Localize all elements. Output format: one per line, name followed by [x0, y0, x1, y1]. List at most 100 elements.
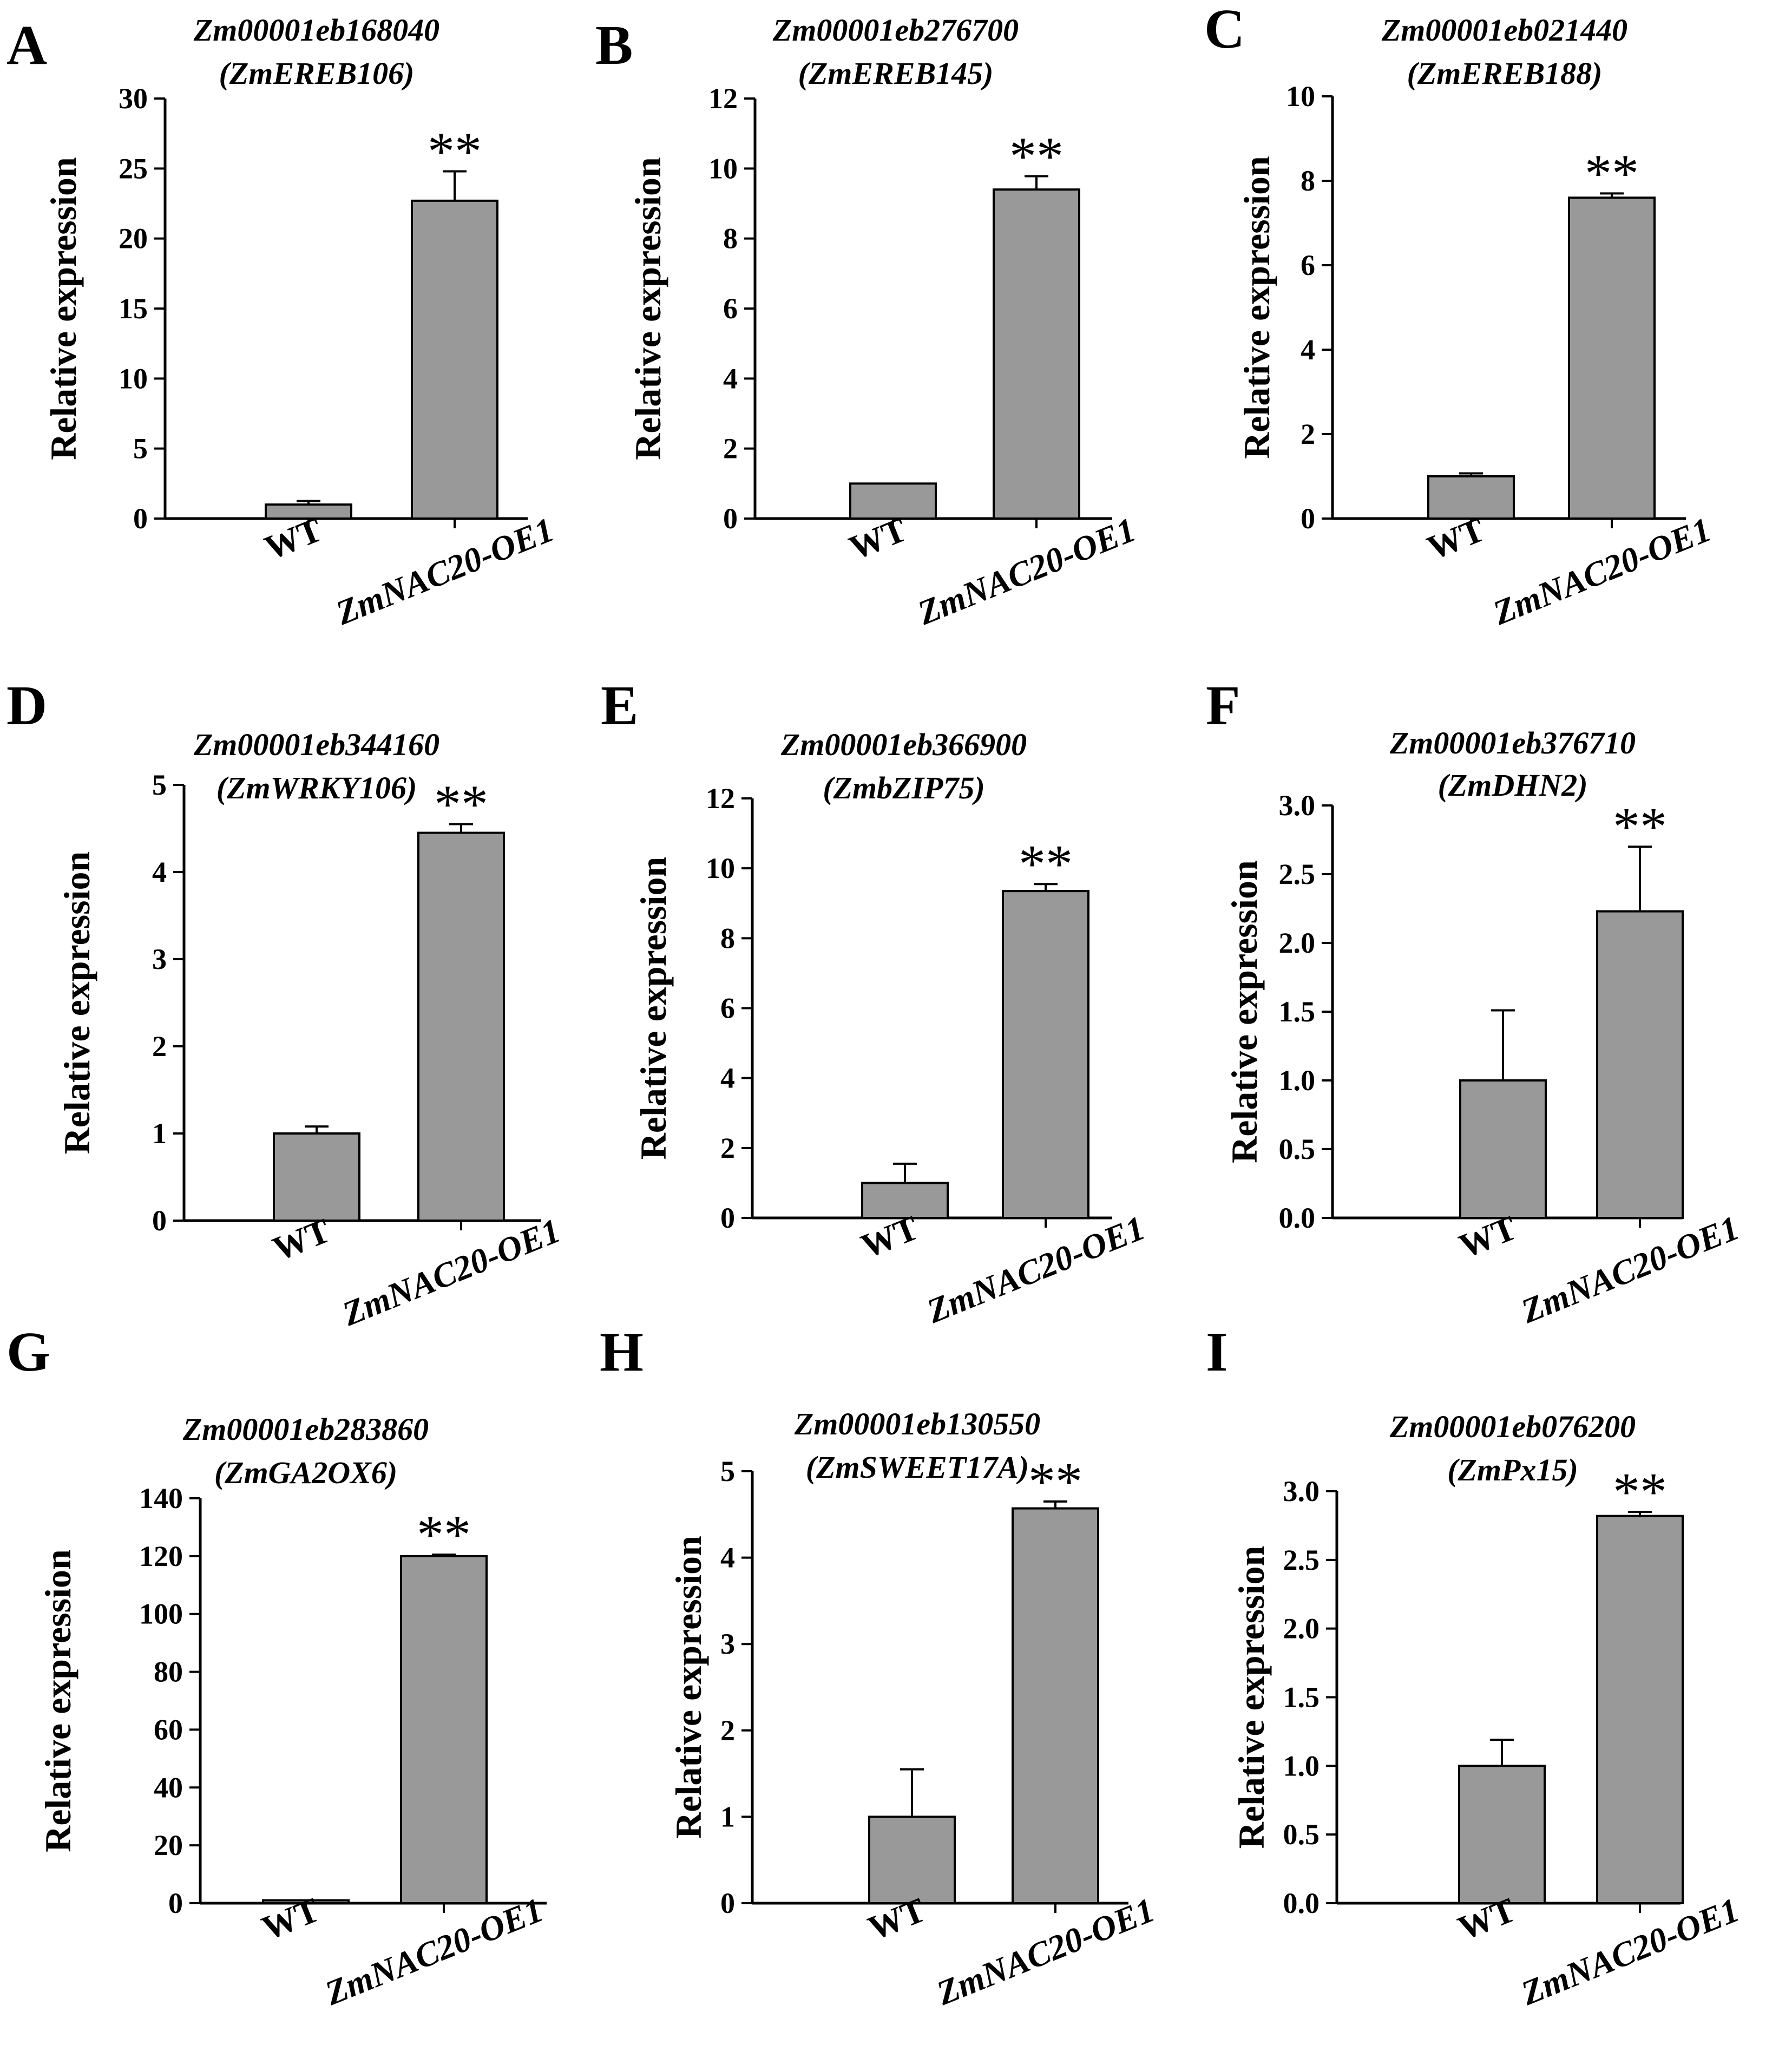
y-tick-label: 3.0 — [1283, 1475, 1320, 1508]
panel-letter-g: G — [6, 1321, 50, 1383]
significance-mark: ** — [1009, 126, 1064, 186]
y-axis-title: Relative expression — [633, 857, 674, 1160]
y-tick-label: 4 — [1301, 333, 1315, 366]
significance-mark: ** — [434, 774, 488, 834]
chart-subtitle: (ZmDHN2) — [1437, 768, 1587, 803]
y-tick-label: 5 — [720, 1455, 735, 1487]
bar-oe1 — [1596, 1515, 1684, 1904]
y-tick-label: 1 — [152, 1117, 167, 1150]
y-tick-label: 2 — [723, 432, 738, 465]
panel-i: I Zm00001eb076200 (ZmPx15) 0.0 0.5 1.0 1.5 2.0 2… — [1206, 1321, 1744, 2013]
y-tick-label: 60 — [154, 1713, 183, 1746]
y-tick-label: 0 — [720, 1887, 735, 1919]
y-tick-label: 20 — [154, 1829, 183, 1862]
panel-letter-a: A — [6, 14, 47, 76]
chart-title: Zm00001eb283860 — [182, 1412, 429, 1447]
chart-title: Zm00001eb276700 — [772, 12, 1019, 48]
y-tick-label: 10 — [119, 362, 148, 395]
y-tick-label: 20 — [119, 222, 148, 255]
y-tick-label: 2.0 — [1283, 1613, 1320, 1645]
y-tick-label: 10 — [1286, 80, 1315, 113]
y-tick-label: 8 — [723, 222, 738, 255]
y-tick-label: 3 — [720, 1628, 735, 1660]
y-tick-label: 100 — [139, 1598, 183, 1630]
y-tick-label: 5 — [152, 769, 167, 801]
panel-letter-i: I — [1206, 1321, 1228, 1383]
y-axis-title: Relative expression — [37, 1549, 78, 1852]
bar-oe1 — [1002, 890, 1089, 1220]
chart-subtitle: (ZmWRKY106) — [216, 770, 417, 805]
chart-title: Zm00001eb366900 — [780, 727, 1027, 762]
panel-f: F Zm00001eb376710 (ZmDHN2) 0.0 0.5 1.0 1.5 2.0 2… — [1206, 674, 1744, 1331]
y-tick-label: 0 — [1301, 502, 1315, 535]
y-tick-label: 8 — [1301, 165, 1315, 197]
bar-oe1 — [1596, 910, 1684, 1219]
y-tick-label: 0.0 — [1283, 1887, 1320, 1919]
significance-mark: ** — [1019, 834, 1073, 894]
y-tick-label: 2.5 — [1279, 858, 1316, 890]
y-tick-label: 2.0 — [1279, 927, 1316, 959]
y-tick-label: 40 — [154, 1771, 183, 1804]
x-category-label: WT — [257, 1890, 325, 1948]
y-tick-label: 0 — [168, 1887, 183, 1919]
chart-title: Zm00001eb168040 — [193, 12, 439, 48]
panel-b: B Zm00001eb276700 (ZmEREB145) 0 2 4 6 8 10 12 Rela… — [595, 12, 1141, 632]
y-tick-label: 1 — [720, 1800, 735, 1833]
panel-letter-f: F — [1206, 674, 1240, 737]
y-axis-title: Relative expression — [1236, 156, 1277, 459]
chart-subtitle: (ZmGA2OX6) — [214, 1455, 397, 1490]
x-category-label: ZmNAC20-OE1 — [330, 510, 559, 632]
y-tick-label: 0 — [720, 1202, 735, 1234]
y-tick-label: 2 — [720, 1132, 735, 1164]
significance-mark: ** — [428, 121, 482, 181]
panel-letter-h: H — [600, 1321, 644, 1383]
chart-subtitle: (ZmPx15) — [1447, 1452, 1578, 1487]
significance-mark: ** — [417, 1504, 471, 1564]
panel-g: G Zm00001eb283860 (ZmGA2OX6) 0 20 40 60 80 100 12… — [6, 1321, 548, 2013]
y-tick-label: 12 — [706, 782, 735, 815]
y-axis-title: Relative expression — [56, 851, 97, 1155]
y-tick-label: 10 — [708, 152, 738, 185]
bar-oe1 — [1012, 1507, 1099, 1904]
chart-title: Zm00001eb344160 — [193, 727, 439, 762]
y-tick-label: 0.0 — [1279, 1202, 1316, 1234]
x-category-label: ZmNAC20-OE1 — [337, 1211, 566, 1333]
y-tick-label: 1.5 — [1279, 995, 1316, 1028]
bar-wt — [849, 482, 937, 520]
chart-title: Zm00001eb076200 — [1389, 1409, 1636, 1444]
y-tick-label: 6 — [1301, 249, 1315, 281]
chart-subtitle: (ZmEREB106) — [219, 56, 415, 91]
bar-oe1 — [411, 199, 498, 520]
y-tick-label: 4 — [720, 1542, 735, 1574]
panel-letter-b: B — [595, 14, 633, 76]
y-tick-label: 80 — [154, 1656, 183, 1688]
y-tick-label: 25 — [119, 152, 148, 185]
bar-wt — [1458, 1765, 1546, 1904]
x-category-label: ZmNAC20-OE1 — [1487, 510, 1716, 632]
y-axis-title: Relative expression — [43, 157, 84, 460]
y-tick-label: 30 — [119, 82, 148, 115]
panel-letter-e: E — [601, 674, 638, 737]
bar-wt — [273, 1132, 360, 1222]
panel-h: H Zm00001eb130550 (ZmSWEET17A) 0 1 2 3 4 5 Relati… — [600, 1321, 1160, 2013]
panel-letter-d: D — [6, 674, 47, 737]
y-tick-label: 4 — [152, 856, 167, 888]
y-tick-label: 0 — [152, 1204, 167, 1237]
y-tick-label: 3.0 — [1279, 789, 1316, 822]
y-tick-label: 6 — [720, 992, 735, 1025]
y-tick-label: 1.5 — [1283, 1681, 1320, 1714]
bar-oe1 — [400, 1555, 488, 1905]
y-tick-label: 2.5 — [1283, 1544, 1320, 1576]
bar-wt — [1459, 1079, 1547, 1219]
y-axis-title: Relative expression — [668, 1536, 709, 1839]
y-tick-label: 2 — [720, 1714, 735, 1747]
chart-title: Zm00001eb021440 — [1381, 12, 1627, 48]
y-tick-label: 2 — [1301, 418, 1315, 450]
x-category-label: ZmNAC20-OE1 — [912, 510, 1141, 632]
bar-wt — [1427, 475, 1515, 520]
bar-oe1 — [993, 188, 1080, 520]
y-tick-label: 1.0 — [1279, 1064, 1316, 1097]
y-tick-label: 4 — [720, 1062, 735, 1094]
x-category-label: ZmNAC20-OE1 — [931, 1890, 1160, 2013]
